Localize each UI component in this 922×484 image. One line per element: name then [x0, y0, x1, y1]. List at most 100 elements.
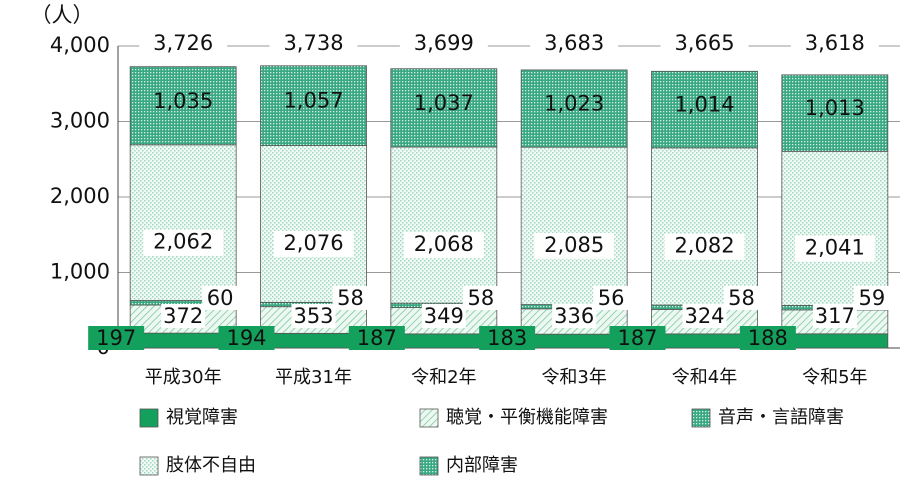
bar-segment: [651, 147, 758, 306]
label-bg: [593, 286, 630, 310]
legend-label: 視覚障害: [166, 407, 238, 428]
bar-segment: [260, 145, 367, 303]
data-label: 183: [487, 326, 527, 350]
data-label: 187: [357, 326, 397, 350]
bar-segment: [781, 333, 889, 349]
data-label: 1,035: [153, 89, 213, 113]
label-bg: [552, 304, 597, 328]
bar-segment: [520, 69, 628, 148]
legend-swatch: [139, 408, 159, 428]
bar-segment: [520, 146, 628, 305]
legend-swatch: [691, 408, 711, 428]
data-label: 59: [858, 286, 885, 310]
total-label: 3,738: [283, 31, 343, 55]
bar-segment: [781, 74, 889, 152]
label-bg: [269, 33, 358, 57]
label-bg: [348, 326, 405, 350]
data-label: 60: [207, 286, 234, 310]
data-label: 1,037: [414, 91, 474, 115]
data-label: 56: [598, 286, 625, 310]
bar-segment: [260, 65, 367, 146]
data-label: 58: [728, 286, 755, 310]
data-label: 2,062: [153, 230, 213, 254]
label-bg: [530, 33, 619, 57]
data-label: 372: [163, 304, 203, 328]
x-tick-label: 令和5年: [802, 367, 867, 388]
total-label: 3,683: [544, 31, 604, 55]
data-label: 187: [617, 326, 657, 350]
y-tick-label: 4,000: [50, 33, 110, 57]
data-label: 336: [554, 304, 594, 328]
label-bg: [794, 235, 875, 262]
label-bg: [812, 304, 857, 328]
legend-label: 聴覚・平衡機能障害: [446, 407, 608, 428]
label-bg: [143, 229, 224, 256]
label-bg: [218, 326, 275, 350]
bar-segment: [129, 66, 237, 146]
y-tick-label: 3,000: [50, 109, 110, 133]
data-label: 353: [293, 304, 333, 328]
total-label: 3,699: [414, 31, 474, 55]
label-bg: [462, 286, 499, 310]
legend-label: 肢体不自由: [166, 455, 256, 476]
data-label: 2,082: [674, 233, 734, 257]
data-label: 2,068: [414, 232, 474, 256]
label-bg: [202, 286, 239, 310]
bar-segment: [651, 70, 758, 149]
total-label: 3,665: [674, 31, 734, 55]
data-label: 1,013: [805, 96, 865, 120]
data-label: 58: [467, 286, 494, 310]
label-bg: [739, 326, 796, 350]
label-bg: [161, 304, 206, 328]
legend-swatch: [419, 456, 439, 476]
label-bg: [609, 326, 666, 350]
data-label: 2,076: [283, 231, 343, 255]
bar-segment: [781, 150, 889, 306]
data-label: 1,057: [283, 89, 343, 113]
label-bg: [853, 286, 890, 310]
y-unit: （人）: [31, 3, 94, 27]
label-bg: [273, 230, 354, 257]
y-tick-label: 1,000: [50, 260, 110, 284]
x-tick-label: 令和2年: [411, 367, 476, 388]
x-tick-label: 平成31年: [275, 367, 352, 388]
label-bg: [660, 33, 749, 57]
total-label: 3,726: [153, 31, 213, 55]
data-label: 324: [684, 304, 724, 328]
legend-swatch: [139, 456, 159, 476]
data-label: 317: [815, 304, 855, 328]
x-tick-label: 令和4年: [672, 367, 737, 388]
label-bg: [332, 286, 369, 310]
x-tick-label: 令和3年: [541, 367, 606, 388]
y-tick-label: 2,000: [50, 184, 110, 208]
data-label: 2,041: [805, 235, 865, 259]
bar-segment: [390, 68, 498, 148]
data-label: 188: [748, 326, 788, 350]
legend-label: 内部障害: [446, 455, 518, 476]
legend-swatch: [419, 408, 439, 428]
label-bg: [664, 233, 745, 260]
label-bg: [399, 33, 488, 57]
label-bg: [682, 304, 727, 328]
label-bg: [421, 304, 466, 328]
bar-segment: [129, 144, 237, 301]
label-bg: [723, 286, 760, 310]
label-bg: [139, 33, 228, 57]
label-bg: [291, 304, 336, 328]
label-bg: [790, 33, 879, 57]
label-bg: [403, 232, 484, 259]
data-label: 349: [424, 304, 464, 328]
label-bg: [479, 326, 536, 350]
bar-segment: [390, 146, 498, 304]
data-label: 1,014: [674, 93, 734, 117]
label-bg: [88, 326, 145, 350]
data-label: 2,085: [544, 233, 604, 257]
x-tick-label: 平成30年: [145, 367, 222, 388]
legend-label: 音声・言語障害: [718, 407, 844, 428]
data-label: 197: [96, 326, 136, 350]
data-label: 1,023: [544, 92, 604, 116]
data-label: 194: [226, 326, 266, 350]
label-bg: [534, 232, 615, 259]
data-label: 58: [337, 286, 364, 310]
